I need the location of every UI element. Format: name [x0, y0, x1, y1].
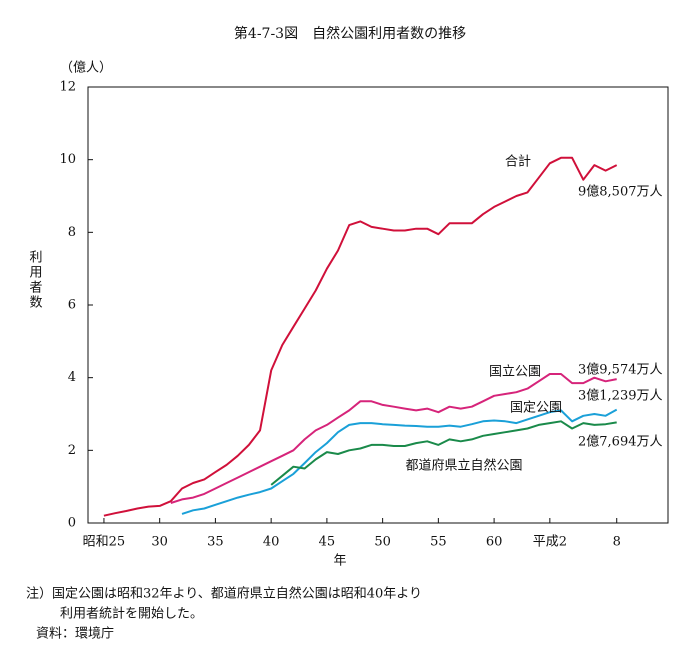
y-tick-label: 2: [68, 443, 76, 458]
end-value-label: 2億7,694万人: [578, 434, 663, 450]
x-tick-label: 55: [430, 535, 447, 550]
y-tick-label: 0: [68, 516, 76, 531]
x-tick-label: 45: [319, 535, 336, 550]
series-label: 合計: [505, 154, 531, 170]
series-line: [170, 373, 617, 504]
series-label: 国立公園: [489, 365, 541, 380]
y-unit: （億人）: [60, 60, 112, 76]
x-tick-label: 60: [486, 535, 503, 550]
y-tick-label: 12: [59, 80, 76, 95]
x-tick-label: 35: [207, 535, 224, 550]
x-tick-label: 50: [374, 535, 391, 550]
end-value-label: 3億1,239万人: [578, 388, 663, 404]
series-line: [181, 408, 618, 515]
y-tick-label: 6: [68, 298, 76, 313]
source: 資料：環境庁: [36, 627, 114, 642]
chart-title: 第4-7-3図 自然公園利用者数の推移: [234, 25, 466, 42]
y-axis-label: 利用者数: [27, 250, 43, 310]
x-tick-label: 昭和25: [83, 535, 126, 550]
x-tick-label: 30: [151, 535, 168, 550]
x-axis-label: 年: [333, 554, 346, 569]
series-label: 国定公園: [510, 401, 562, 416]
x-tick-label: 8: [613, 535, 621, 550]
x-tick-label: 平成2: [533, 535, 567, 550]
series-line: [103, 156, 618, 517]
end-value-label: 9億8,507万人: [578, 184, 663, 200]
series-label: 都道府県立自然公園: [405, 458, 522, 474]
x-tick-label: 40: [263, 535, 280, 550]
series-line: [270, 420, 617, 486]
note: 利用者統計を開始した。: [60, 606, 203, 622]
end-value-label: 3億9,574万人: [578, 362, 663, 378]
plot-frame: [87, 86, 669, 524]
y-tick-label: 10: [59, 152, 76, 167]
note: 注）国定公園は昭和32年より、都道府県立自然公園は昭和40年より: [26, 586, 422, 602]
y-tick-label: 8: [68, 225, 76, 240]
y-tick-label: 4: [68, 370, 76, 385]
